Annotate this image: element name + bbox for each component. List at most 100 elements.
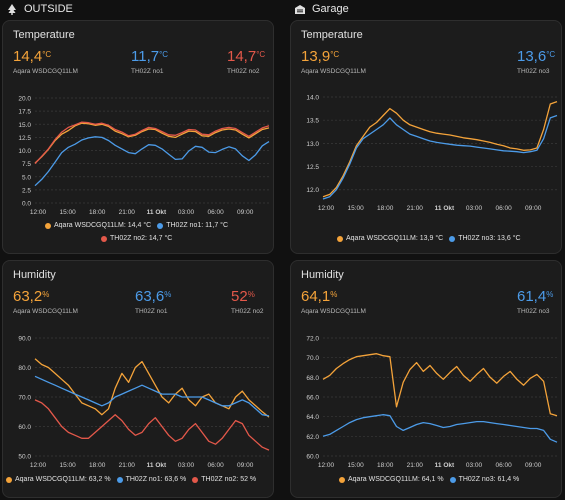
legend-dot [45, 222, 51, 229]
series-line-orange [34, 122, 270, 164]
legend-dot [116, 476, 123, 483]
y-tick-label: 10.0 [18, 148, 31, 155]
series-line-red [34, 399, 270, 451]
tree-icon [8, 4, 16, 15]
stat-label: Aqara WSDCGQ11LM [301, 68, 366, 75]
card-title: Humidity [13, 269, 56, 281]
y-tick-label: 20.0 [18, 96, 31, 103]
legend-item[interactable]: TH02Z no3: 61,4 % [449, 476, 520, 483]
y-tick-label: 72.0 [306, 336, 319, 343]
x-tick-label: 11 Okt [435, 462, 455, 469]
stat-aqara[interactable]: 14,4°C Aqara WSDCGQ11LM [13, 48, 78, 75]
legend-dot [157, 222, 164, 229]
card-title: Temperature [13, 29, 75, 41]
stat-th02z-no3[interactable]: 13,6°C TH02Z no3 [517, 48, 555, 75]
stat-th02z-no2[interactable]: 52% TH02Z no2 [231, 288, 264, 315]
legend-label: TH02Z no2: 52 % [201, 476, 257, 483]
legend-label: TH02Z no1: 63,6 % [125, 476, 187, 483]
garage-icon [295, 5, 305, 14]
y-tick-label: 15.0 [18, 122, 31, 129]
x-tick-label: 12:00 [30, 209, 47, 216]
series-line-orange [322, 100, 558, 198]
y-tick-label: 7.5 [22, 161, 31, 168]
stat-label: TH02Z no3 [517, 68, 550, 75]
y-tick-label: 2.5 [22, 187, 31, 194]
legend-item[interactable]: Aqara WSDCGQ11LM: 63,2 % [6, 476, 111, 483]
stat-value: 13,6 [517, 48, 547, 65]
garage-temperature-chart: 12.0 12.5 13.0 13.5 14.0 12:00 15:00 18:00 21:00… [306, 95, 558, 212]
y-tick-label: 70.0 [18, 395, 31, 402]
stat-unit: °C [546, 50, 556, 59]
legend-label: TH02Z no3: 13,6 °C [458, 235, 521, 242]
legend-dot [449, 476, 456, 483]
x-tick-label: 18:00 [377, 462, 394, 469]
legend-dot [449, 235, 456, 242]
x-tick-label: 09:00 [237, 209, 254, 216]
legend-item[interactable]: TH02Z no1: 11,7 °C [157, 222, 228, 229]
stat-th02z-no3[interactable]: 61,4% TH02Z no3 [517, 288, 553, 315]
legend-item[interactable]: TH02Z no3: 13,6 °C [449, 235, 521, 242]
legend-label: Aqara WSDCGQ11LM: 63,2 % [15, 476, 111, 483]
outside-humidity-card[interactable]: 50.0 60.0 70.0 80.0 90.0 12:00 15:00 18:00 21:00… [2, 260, 274, 498]
legend-item[interactable]: TH02Z no2: 14,7 °C [101, 235, 172, 242]
stat-value: 11,7 [131, 48, 160, 65]
garage-humidity-chart: 60.0 62.0 64.0 66.0 68.0 70.0 72.0 12:00 15:00 18… [306, 336, 558, 469]
chart-legend: Aqara WSDCGQ11LM: 63,2 % TH02Z no1: 63,6… [6, 476, 262, 483]
stat-label: TH02Z no1 [131, 68, 164, 75]
stat-unit: % [247, 290, 255, 299]
y-tick-label: 66.0 [306, 395, 319, 402]
x-tick-label: 15:00 [347, 205, 364, 212]
legend-item[interactable]: Aqara WSDCGQ11LM: 64,1 % [339, 476, 444, 483]
chart-legend: Aqara WSDCGQ11LM: 14,4 °C TH02Z no1: 11,… [45, 222, 234, 229]
stat-aqara[interactable]: 64,1% Aqara WSDCGQ11LM [301, 288, 366, 315]
stat-unit: °C [330, 50, 340, 59]
legend-dot [337, 235, 343, 242]
legend-item[interactable]: Aqara WSDCGQ11LM: 14,4 °C [45, 222, 151, 229]
stat-aqara[interactable]: 13,9°C Aqara WSDCGQ11LM [301, 48, 366, 75]
legend-dot [6, 476, 12, 483]
series-line-orange [34, 358, 270, 418]
series-line-blue [34, 375, 270, 417]
x-tick-label: 03:00 [466, 205, 483, 212]
y-tick-label: 80.0 [18, 365, 31, 372]
garage-humidity-card[interactable]: 60.0 62.0 64.0 66.0 68.0 70.0 72.0 12:00 15:00 18… [290, 260, 562, 498]
legend-label: TH02Z no3: 61,4 % [458, 476, 520, 483]
outside-temperature-card[interactable]: 0.0 2.5 5.0 7.5 10.0 12.5 15.0 17.5 20.0 12:00 15:… [2, 20, 274, 254]
y-tick-label: 0.0 [22, 201, 31, 208]
chart-legend: Aqara WSDCGQ11LM: 13,9 °C TH02Z no3: 13,… [337, 235, 527, 242]
legend-item[interactable]: Aqara WSDCGQ11LM: 13,9 °C [337, 235, 443, 242]
chart-legend-row2: TH02Z no2: 14,7 °C [101, 235, 178, 242]
stat-unit: % [330, 290, 338, 299]
outside-section-header: OUTSIDE [6, 0, 73, 18]
x-tick-label: 21:00 [407, 205, 424, 212]
x-tick-label: 06:00 [495, 462, 512, 469]
y-tick-label: 12.5 [306, 164, 319, 171]
series-line-blue [34, 136, 270, 187]
y-tick-label: 12.5 [18, 135, 31, 142]
card-title: Humidity [301, 269, 344, 281]
garage-temperature-card[interactable]: 12.0 12.5 13.0 13.5 14.0 12:00 15:00 18:00 21:00… [290, 20, 562, 254]
x-tick-label: 06:00 [207, 209, 224, 216]
x-tick-label: 03:00 [466, 462, 483, 469]
stat-unit: % [546, 290, 554, 299]
x-tick-label: 15:00 [59, 209, 76, 216]
stat-aqara[interactable]: 63,2% Aqara WSDCGQ11LM [13, 288, 78, 315]
x-tick-label: 03:00 [178, 209, 195, 216]
stat-label: TH02Z no2 [231, 308, 264, 315]
legend-label: Aqara WSDCGQ11LM: 64,1 % [348, 476, 444, 483]
outside-temperature-chart: 0.0 2.5 5.0 7.5 10.0 12.5 15.0 17.5 20.0 12:00 15:… [18, 96, 270, 216]
y-tick-label: 90.0 [18, 336, 31, 343]
stat-th02z-no2[interactable]: 14,7°C TH02Z no2 [227, 48, 265, 75]
legend-item[interactable]: TH02Z no1: 63,6 % [116, 476, 187, 483]
x-tick-label: 18:00 [377, 205, 394, 212]
legend-label: TH02Z no1: 11,7 °C [166, 222, 229, 229]
stat-th02z-no1[interactable]: 11,7°C TH02Z no1 [131, 48, 168, 75]
legend-item[interactable]: TH02Z no2: 52 % [192, 476, 256, 483]
stat-unit: % [164, 290, 172, 299]
x-tick-label: 11 Okt [435, 205, 455, 212]
x-tick-label: 21:00 [119, 462, 136, 469]
stat-unit: °C [42, 50, 52, 59]
y-tick-label: 60.0 [18, 424, 31, 431]
stat-th02z-no1[interactable]: 63,6% TH02Z no1 [135, 288, 171, 315]
stat-value: 63,2 [13, 288, 43, 305]
